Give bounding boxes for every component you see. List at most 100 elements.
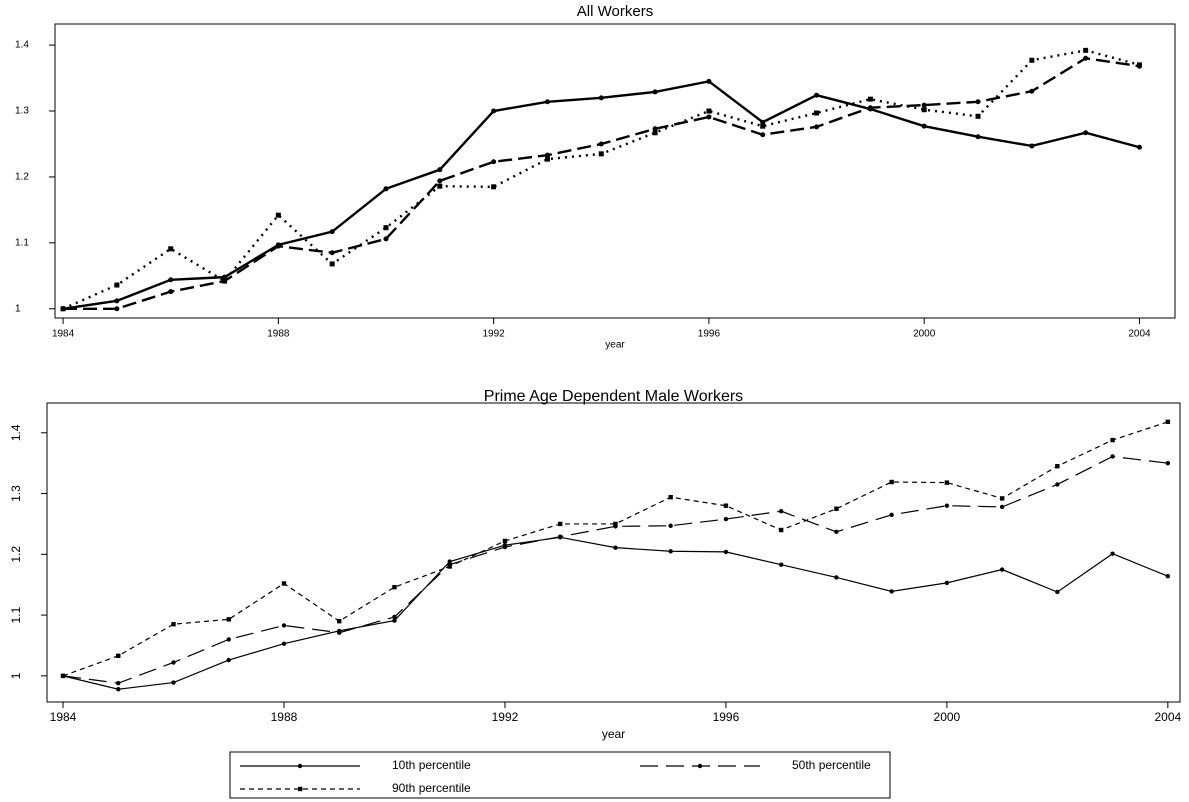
data-point	[502, 538, 508, 544]
data-point	[447, 559, 452, 564]
data-point	[668, 523, 673, 528]
data-point	[889, 479, 894, 485]
data-point	[1165, 574, 1171, 579]
data-point	[392, 618, 397, 623]
data-point	[834, 575, 839, 580]
data-point	[778, 508, 784, 514]
data-point	[1029, 143, 1035, 149]
data-point	[1029, 88, 1035, 94]
legend-label: 50th percentile	[792, 758, 871, 772]
legend-marker	[298, 786, 303, 792]
data-point	[171, 622, 176, 627]
y-tick-label: 1.1	[15, 237, 29, 248]
legend-marker	[297, 763, 303, 769]
data-point	[760, 119, 766, 125]
data-point	[226, 617, 231, 622]
x-tick-label: 2004	[1128, 329, 1151, 340]
data-point	[114, 306, 120, 312]
data-point	[544, 152, 550, 158]
data-point	[999, 567, 1005, 572]
legend-label: 90th percentile	[392, 781, 471, 795]
data-point	[723, 516, 729, 522]
y-tick-label: 1.2	[15, 172, 29, 183]
data-point	[921, 102, 927, 108]
data-point	[557, 521, 563, 527]
data-point	[1165, 419, 1171, 425]
data-point	[1165, 460, 1171, 466]
data-point	[114, 298, 120, 304]
data-point	[944, 580, 950, 586]
x-tick-label: 1992	[483, 329, 506, 340]
data-point	[652, 89, 658, 95]
data-point	[613, 521, 618, 527]
data-point	[598, 141, 604, 147]
data-point	[760, 123, 766, 129]
data-point	[491, 184, 497, 190]
data-point	[921, 107, 927, 113]
data-point	[1055, 482, 1060, 487]
data-point	[392, 614, 397, 620]
series-line	[62, 421, 1169, 677]
y-tick-label: 1	[9, 672, 23, 679]
data-point	[975, 99, 981, 105]
data-point	[116, 687, 121, 692]
data-point	[447, 564, 452, 569]
x-tick-label: 2004	[1154, 710, 1181, 724]
x-axis-label: year	[602, 727, 625, 741]
data-point	[1136, 62, 1142, 68]
data-point	[275, 243, 281, 249]
y-tick-label: 1	[15, 303, 21, 314]
data-point	[921, 123, 927, 129]
data-point	[867, 105, 873, 111]
data-point	[437, 178, 443, 184]
data-point	[337, 618, 342, 624]
data-point	[226, 637, 231, 642]
data-point	[999, 504, 1005, 510]
data-point	[867, 96, 873, 102]
data-point	[116, 653, 121, 659]
data-point	[706, 78, 712, 84]
data-point	[1029, 57, 1035, 63]
data-point	[60, 673, 66, 679]
data-point	[814, 110, 820, 116]
data-point	[281, 641, 287, 646]
data-point	[1055, 589, 1060, 595]
data-point	[383, 186, 389, 192]
data-point	[392, 584, 397, 590]
data-point	[668, 549, 673, 554]
data-point	[1083, 130, 1089, 136]
x-tick-label: 2000	[913, 329, 936, 340]
plot-frame	[54, 23, 1176, 319]
y-tick-label: 1.4	[15, 40, 29, 51]
legend-label: 10th percentile	[392, 758, 471, 772]
data-point	[491, 159, 497, 165]
data-point	[1136, 144, 1142, 150]
data-point	[760, 132, 766, 138]
data-point	[1110, 551, 1115, 556]
legend-box	[229, 751, 891, 799]
data-point	[383, 225, 389, 231]
x-axis-label: year	[605, 340, 625, 351]
x-tick-label: 1988	[267, 329, 290, 340]
data-point	[652, 130, 658, 136]
data-point	[281, 623, 287, 628]
data-point	[706, 108, 712, 114]
data-point	[975, 113, 981, 119]
data-point	[168, 277, 174, 283]
data-point	[598, 95, 604, 101]
x-tick-label: 1984	[50, 710, 77, 724]
data-point	[814, 92, 820, 98]
data-point	[723, 503, 729, 508]
data-point	[668, 494, 673, 500]
data-point	[778, 562, 784, 567]
data-point	[557, 534, 563, 539]
x-tick-label: 1984	[52, 329, 75, 340]
data-point	[383, 236, 389, 242]
y-tick-label: 1.1	[9, 606, 23, 623]
series-line	[62, 49, 1140, 310]
data-point	[889, 589, 894, 594]
data-point	[281, 581, 287, 586]
data-point	[437, 167, 443, 173]
data-point	[168, 289, 174, 295]
